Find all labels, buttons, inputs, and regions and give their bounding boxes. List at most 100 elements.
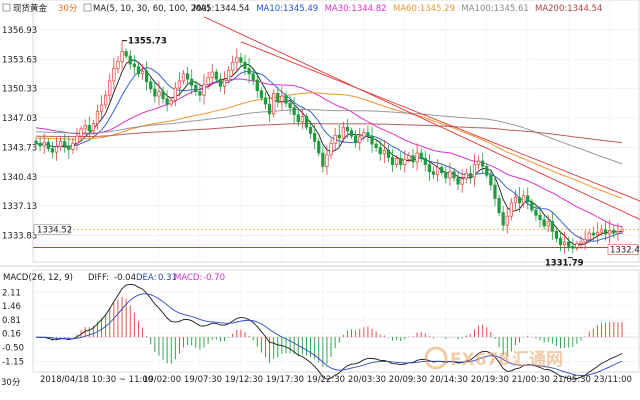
candle-body: [190, 78, 194, 86]
watermark-globe-icon: [424, 346, 448, 370]
chart-interval: 30分: [58, 4, 78, 14]
candle-body: [538, 214, 542, 221]
candle-body: [411, 155, 415, 163]
price-tick-label: 1333.83: [2, 231, 37, 241]
candle-body: [284, 95, 288, 104]
watermark-cn: 汇通网: [512, 350, 563, 370]
candle-body: [124, 51, 128, 57]
time-tick-label: 23/11:00: [594, 375, 632, 385]
time-tick-label: 21/00:30: [512, 375, 550, 385]
candle-body: [272, 93, 276, 115]
trendlines: [203, 16, 640, 220]
dea-label: DEA:: [136, 273, 156, 283]
candle-body: [292, 107, 296, 116]
macd-lines: [35, 283, 623, 380]
candle-body: [169, 100, 173, 105]
candle-body: [235, 57, 239, 63]
time-tick-label: 20/09:30: [389, 375, 427, 385]
candle-body: [313, 133, 317, 142]
ma-line-ma30: [35, 78, 623, 228]
candle-body: [255, 79, 259, 92]
watermark: FX678 汇通网: [424, 346, 563, 370]
candle-body: [608, 230, 612, 235]
candle-body: [456, 177, 460, 185]
legend-checkbox[interactable]: [2, 3, 11, 12]
candle-body: [394, 158, 399, 165]
candle-body: [173, 87, 177, 101]
candle-body: [558, 238, 563, 246]
ma-line-ma200: [35, 122, 623, 144]
candle-body: [136, 66, 141, 75]
candle-body: [214, 71, 218, 80]
interval-corner-label: 30分: [1, 378, 21, 388]
candle-body: [378, 147, 382, 155]
price-tick-label: 1337.13: [2, 202, 37, 212]
candle-body: [591, 232, 595, 236]
candle-body: [67, 145, 71, 150]
candle-body: [526, 195, 530, 203]
last-price-bg: [33, 223, 71, 235]
candle-body: [202, 84, 206, 96]
support-price-bg: [607, 244, 639, 255]
candle-body: [251, 73, 255, 81]
candle-body: [46, 141, 50, 149]
ma-legend-ma60: MA60:1345.29: [393, 4, 455, 14]
candle-body: [259, 90, 264, 99]
candle-body: [267, 103, 272, 115]
candle-body: [464, 173, 468, 180]
ma-legend-values: MA5:1344.54 MA10:1345.49 MA30:1344.82 MA60:…: [193, 4, 602, 14]
candle-body: [587, 232, 591, 240]
candle-body: [161, 91, 165, 100]
candle-body: [218, 78, 223, 87]
candle-body: [226, 69, 231, 81]
last-price-box: 1334.52: [33, 223, 72, 235]
candle-body: [337, 134, 341, 139]
candle-body: [153, 88, 157, 97]
candle-body: [386, 149, 391, 158]
candle-body: [95, 110, 100, 125]
candle-body: [99, 104, 104, 112]
candle-body: [530, 201, 534, 211]
candle-body: [481, 160, 485, 167]
ma-toggle-box[interactable]: [83, 3, 92, 12]
candle-body: [423, 158, 427, 165]
time-tick-label: 20/03:30: [348, 375, 386, 385]
support-line: [33, 228, 639, 248]
candle-body: [579, 241, 583, 245]
candle-body: [517, 197, 522, 204]
candle-body: [145, 70, 149, 83]
candle-body: [509, 202, 513, 217]
candle-body: [358, 136, 362, 143]
candle-body: [288, 102, 292, 108]
candle-body: [149, 81, 153, 90]
candle-body: [444, 172, 448, 179]
candle-body: [63, 141, 67, 147]
candle-body: [497, 198, 501, 213]
time-tick-label: 19/22:30: [307, 375, 345, 385]
candle-body: [403, 158, 407, 165]
candle-body: [550, 221, 554, 232]
candle-body: [247, 68, 251, 75]
macd-histogram: [33, 296, 639, 367]
candle-body: [452, 171, 456, 179]
candle-body: [38, 142, 42, 147]
candle-body: [321, 152, 325, 167]
macd-label: MACD:: [174, 273, 202, 283]
candle-body: [34, 140, 38, 144]
watermark-brand: FX678: [450, 350, 510, 370]
chart-title: 现货黄金: [13, 3, 48, 14]
candle-body: [476, 160, 481, 165]
dea-line: [35, 293, 623, 377]
trendline-lower: [240, 41, 640, 202]
price-tick-label: 1353.63: [2, 55, 37, 65]
candle-body: [333, 134, 337, 144]
macd-tick-label: 2.11: [2, 288, 21, 298]
candle-body: [104, 94, 108, 106]
ma-legend-label: MA(5, 10, 30, 60, 100, 200): [93, 4, 210, 14]
candle-body: [554, 230, 559, 239]
candle-body: [198, 91, 202, 96]
low-marker: 1331.79: [545, 257, 584, 269]
main-panel-frame: [32, 0, 640, 263]
candle-body: [300, 116, 304, 123]
candle-body: [91, 123, 95, 132]
